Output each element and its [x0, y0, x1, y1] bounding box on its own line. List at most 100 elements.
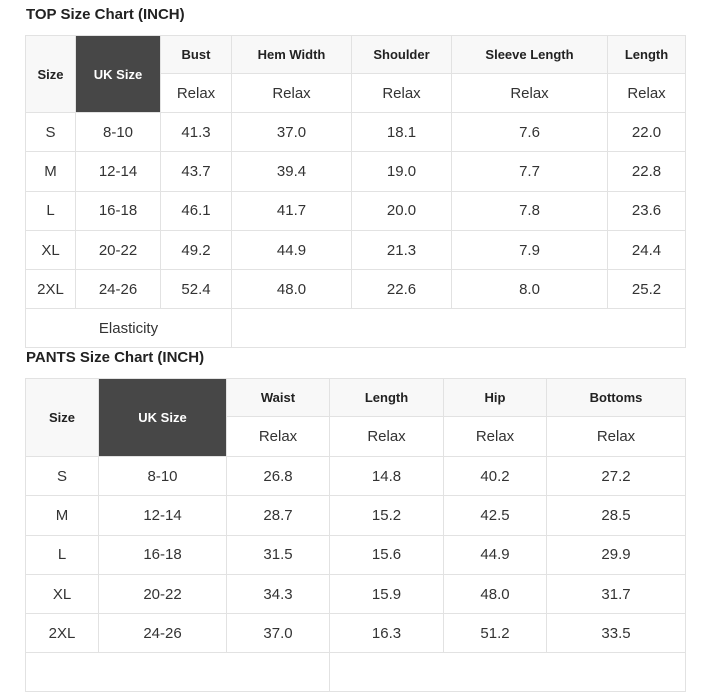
fit-label: Relax [451, 73, 608, 113]
table-cell: 44.9 [231, 229, 352, 271]
table-cell: 15.2 [329, 495, 444, 536]
table-cell: 31.7 [546, 573, 686, 615]
table-cell: 34.3 [226, 573, 330, 615]
subheader-row: Relax Relax Relax Relax [26, 416, 686, 457]
fit-label: Relax [443, 416, 547, 457]
table-cell: 52.4 [160, 269, 232, 310]
fit-label: Relax [160, 73, 232, 113]
table-cell: XL [25, 229, 76, 271]
elasticity-value [329, 652, 686, 692]
table-cell: 20-22 [75, 229, 161, 271]
table-cell: 18.1 [351, 111, 452, 153]
column-header: UK Size [75, 35, 161, 113]
table-row: 2XL 24-26 37.0 16.3 51.2 33.5 [25, 613, 686, 654]
table-cell: 39.4 [231, 151, 352, 192]
table-cell: 49.2 [160, 229, 232, 271]
table-cell: 8-10 [75, 111, 161, 153]
table-row: M 12-14 28.7 15.2 42.5 28.5 [25, 495, 686, 536]
top-size-chart-title: TOP Size Chart (INCH) [26, 6, 185, 23]
table-cell: 16-18 [98, 534, 227, 575]
top-size-table: Size UK Size Bust Hem Width Shoulder Sleeve L… [25, 35, 686, 349]
table-cell: 51.2 [443, 613, 547, 654]
table-cell: 2XL [25, 613, 99, 654]
table-cell: 48.0 [231, 269, 352, 310]
elasticity-value [231, 308, 686, 349]
header-row: Size UK Size Waist Length Hip Bottoms [25, 378, 686, 457]
column-header: UK Size [98, 378, 227, 457]
table-cell: 44.9 [443, 534, 547, 575]
table-cell: 42.5 [443, 495, 547, 536]
table-row: XL 20-22 34.3 15.9 48.0 31.7 [25, 573, 686, 615]
fit-label: Relax [546, 416, 686, 457]
table-cell: 22.6 [351, 269, 452, 310]
table-cell: 20.0 [351, 190, 452, 231]
elasticity-row: Elasticity [25, 308, 686, 349]
column-header: Sleeve Length [451, 35, 608, 74]
table-cell: 7.8 [451, 190, 608, 231]
table-cell: S [25, 455, 99, 497]
table-cell: 33.5 [546, 613, 686, 654]
table-cell: 12-14 [75, 151, 161, 192]
pants-size-table: Size UK Size Waist Length Hip Bottoms Relax Rel… [25, 378, 686, 692]
table-cell: 25.2 [607, 269, 686, 310]
table-cell: 48.0 [443, 573, 547, 615]
table-cell: 41.7 [231, 190, 352, 231]
column-header: Size [25, 35, 76, 113]
table-cell: 19.0 [351, 151, 452, 192]
table-cell: 26.8 [226, 455, 330, 497]
fit-label: Relax [329, 416, 444, 457]
table-cell: L [25, 190, 76, 231]
table-cell: 28.5 [546, 495, 686, 536]
table-cell: 29.9 [546, 534, 686, 575]
table-cell: 46.1 [160, 190, 232, 231]
elasticity-row [25, 652, 686, 692]
column-header: Bottoms [546, 378, 686, 417]
table-cell: 41.3 [160, 111, 232, 153]
column-header: Hem Width [231, 35, 352, 74]
header-row: Size UK Size Bust Hem Width Shoulder Sleeve L… [25, 35, 686, 113]
table-cell: 16-18 [75, 190, 161, 231]
table-cell: 22.8 [607, 151, 686, 192]
table-cell: 16.3 [329, 613, 444, 654]
fit-label: Relax [231, 73, 352, 113]
table-row: XL 20-22 49.2 44.9 21.3 7.9 24.4 [25, 229, 686, 271]
table-cell: 31.5 [226, 534, 330, 575]
elasticity-label-cell [25, 652, 330, 692]
table-cell: 37.0 [226, 613, 330, 654]
fit-label: Relax [226, 416, 330, 457]
table-cell: 7.7 [451, 151, 608, 192]
fit-label: Relax [351, 73, 452, 113]
table-cell: 24.4 [607, 229, 686, 271]
column-header: Bust [160, 35, 232, 74]
table-cell: M [25, 151, 76, 192]
table-cell: M [25, 495, 99, 536]
table-cell: S [25, 111, 76, 153]
table-cell: 21.3 [351, 229, 452, 271]
table-cell: 24-26 [98, 613, 227, 654]
column-header: Shoulder [351, 35, 452, 74]
table-cell: 43.7 [160, 151, 232, 192]
table-cell: 2XL [25, 269, 76, 310]
fit-label: Relax [607, 73, 686, 113]
table-row: 2XL 24-26 52.4 48.0 22.6 8.0 25.2 [25, 269, 686, 310]
table-cell: 22.0 [607, 111, 686, 153]
table-cell: 15.9 [329, 573, 444, 615]
table-cell: 28.7 [226, 495, 330, 536]
column-header: Waist [226, 378, 330, 417]
table-cell: 23.6 [607, 190, 686, 231]
table-row: L 16-18 46.1 41.7 20.0 7.8 23.6 [25, 190, 686, 231]
column-header: Hip [443, 378, 547, 417]
table-cell: 8-10 [98, 455, 227, 497]
table-cell: 27.2 [546, 455, 686, 497]
pants-size-chart-title: PANTS Size Chart (INCH) [26, 349, 205, 366]
table-cell: L [25, 534, 99, 575]
subheader-row: Relax Relax Relax Relax Relax [26, 73, 686, 113]
table-row: M 12-14 43.7 39.4 19.0 7.7 22.8 [25, 151, 686, 192]
table-row: S 8-10 41.3 37.0 18.1 7.6 22.0 [25, 111, 686, 153]
table-cell: 14.8 [329, 455, 444, 497]
column-header: Length [329, 378, 444, 417]
table-cell: XL [25, 573, 99, 615]
table-cell: 12-14 [98, 495, 227, 536]
elasticity-label: Elasticity [25, 308, 232, 349]
table-cell: 37.0 [231, 111, 352, 153]
